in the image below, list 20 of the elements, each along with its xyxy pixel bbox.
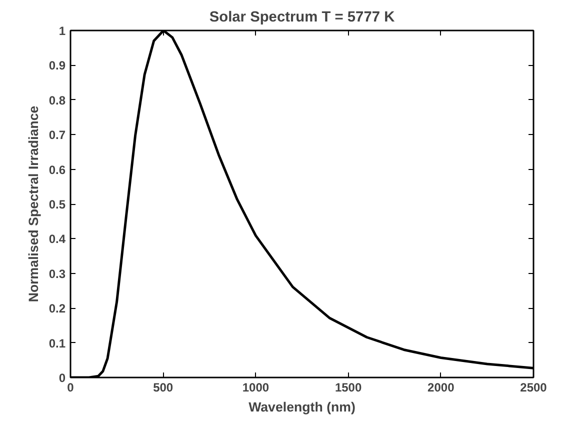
y-tick-label: 0.7 — [48, 128, 66, 142]
x-axis-title: Wavelength (nm) — [248, 400, 356, 414]
y-tick-label: 1 — [58, 24, 66, 38]
x-tick-label: 1000 — [242, 380, 270, 394]
y-tick-label: 0.1 — [48, 336, 66, 350]
y-axis-title: Normalised Spectral Irradiance — [26, 106, 41, 302]
x-tick-label: 2500 — [520, 380, 548, 394]
y-tick-label: 0.5 — [48, 198, 66, 212]
x-tick-label: 1500 — [334, 380, 362, 394]
y-tick-label: 0.9 — [48, 58, 66, 73]
y-tick-label: 0.4 — [48, 232, 66, 246]
x-tick-label: 2000 — [428, 380, 455, 394]
x-tick-label: 0 — [67, 380, 74, 394]
chart-title: Solar Spectrum T = 5777 K — [209, 10, 396, 26]
y-tick-label: 0 — [58, 371, 66, 385]
y-tick-label: 0.6 — [48, 162, 66, 177]
y-tick-label: 0.8 — [48, 93, 66, 108]
y-tick-label: 0.3 — [48, 266, 66, 281]
y-tick-label: 0.2 — [48, 302, 66, 316]
x-tick-label: 500 — [153, 380, 174, 394]
